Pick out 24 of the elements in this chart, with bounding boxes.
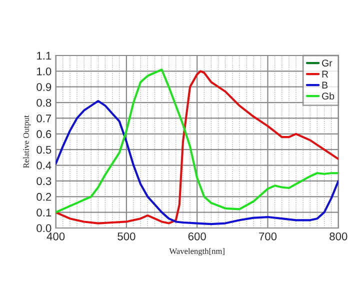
legend-label: R xyxy=(322,70,328,78)
y-axis-title: Relative Output xyxy=(23,115,31,168)
x-tick-label: 600 xyxy=(188,232,206,240)
x-axis-title: Wavelength[nm] xyxy=(169,248,224,256)
y-tick-label: 0.2 xyxy=(36,192,52,201)
y-tick-label: 0.4 xyxy=(36,162,52,170)
legend-label: B xyxy=(322,82,328,88)
x-tick-label: 700 xyxy=(259,232,277,240)
y-tick-label: 0.1 xyxy=(36,208,52,216)
y-tick-label: 0.6 xyxy=(36,130,52,138)
x-tick-label: 800 xyxy=(330,232,348,240)
line-series xyxy=(56,100,338,226)
y-tick-label: 1.0 xyxy=(37,67,52,76)
y-tick-label: 0.3 xyxy=(36,177,52,186)
y-tick-label: 1.1 xyxy=(37,52,52,60)
x-tick-label: 400 xyxy=(46,232,65,240)
y-tick-label: 0.7 xyxy=(36,114,52,122)
legend-label: Gb xyxy=(322,92,334,100)
y-tick-label: 0.9 xyxy=(36,83,52,91)
y-tick-label: 0.0 xyxy=(36,224,52,232)
y-tick-label: 0.8 xyxy=(36,98,52,107)
x-tick-label: 500 xyxy=(118,232,136,240)
legend-label: Gr xyxy=(322,60,332,67)
y-tick-label: 0.5 xyxy=(36,146,52,154)
